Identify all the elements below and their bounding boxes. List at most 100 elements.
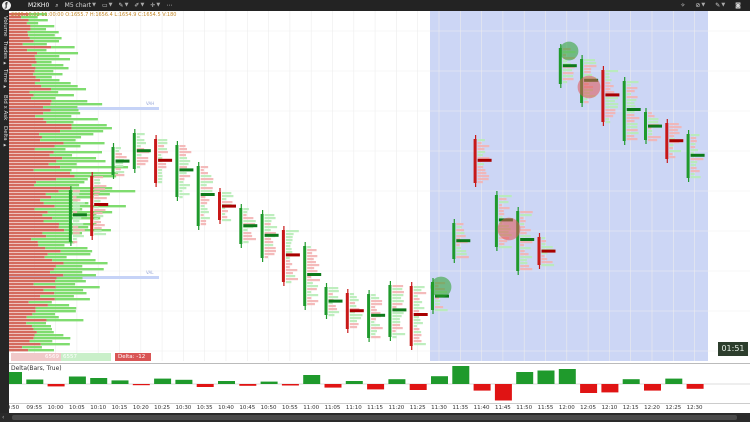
magic-wand-icon[interactable]: ✧ bbox=[680, 2, 686, 9]
footprint-cell bbox=[584, 98, 588, 101]
footprint-cell bbox=[456, 229, 465, 232]
time-tick-label: 10:10 bbox=[90, 405, 107, 411]
tab-time[interactable]: Time ▸ bbox=[2, 69, 8, 91]
footprint-cell bbox=[435, 303, 440, 306]
profile-ask-bar bbox=[51, 88, 87, 91]
disable-indicator-icon[interactable]: ⊘ ▼ bbox=[695, 2, 706, 9]
footprint-cell bbox=[179, 157, 188, 160]
profile-bid-bar bbox=[9, 280, 56, 283]
footprint-cell bbox=[200, 223, 207, 226]
delta-bar bbox=[111, 380, 129, 384]
profile-bid-bar bbox=[9, 313, 33, 316]
profile-ask-bar bbox=[33, 283, 76, 286]
price-chart[interactable]: VAH VAL 2020.10.02 11:00:00 O:1655.7 H:16… bbox=[9, 11, 750, 361]
footprint-cell bbox=[626, 120, 635, 123]
footprint-cell bbox=[669, 132, 680, 135]
val-line bbox=[9, 276, 159, 279]
poc-bar bbox=[605, 93, 620, 97]
footprint-cell bbox=[456, 247, 461, 250]
profile-bid-bar bbox=[9, 151, 54, 154]
footprint-cell bbox=[413, 319, 421, 322]
footprint-cell bbox=[307, 270, 318, 273]
profile-ask-bar bbox=[34, 70, 54, 73]
footprint-cell bbox=[648, 139, 658, 142]
left-panel-tabs: Volume ▸ Trades ▸ Time ▸ Bid x Ask ▸ Del… bbox=[0, 11, 9, 422]
horizontal-scrollbar[interactable]: ‹ bbox=[0, 413, 750, 422]
profile-ask-bar bbox=[40, 199, 78, 202]
footprint-cell bbox=[264, 244, 274, 247]
delta-indicator-panel[interactable]: Delta(Bars, True) bbox=[9, 363, 750, 403]
footprint-cell bbox=[498, 201, 509, 204]
footprint-cell bbox=[136, 157, 149, 160]
footprint-cell bbox=[413, 295, 418, 298]
profile-bid-bar bbox=[9, 214, 43, 217]
profile-bid-bar bbox=[9, 220, 44, 223]
footprint-cell bbox=[264, 217, 276, 220]
footprint-cell bbox=[94, 197, 107, 200]
profile-bid-bar bbox=[9, 238, 32, 241]
footprint-cell bbox=[392, 303, 403, 306]
footprint-cell bbox=[456, 256, 469, 259]
footprint-cell bbox=[200, 220, 207, 223]
poc-bar bbox=[371, 313, 386, 317]
brush-tool-icon[interactable]: ✎ ▼ bbox=[715, 2, 726, 9]
pencil-icon[interactable]: ✐ ▼ bbox=[134, 2, 145, 9]
profile-ask-bar bbox=[28, 349, 54, 352]
footprint-cell bbox=[72, 190, 80, 193]
profile-ask-bar bbox=[55, 265, 83, 268]
poc-bar bbox=[562, 64, 577, 68]
delta-bar bbox=[260, 381, 278, 384]
time-tick-label: 11:40 bbox=[473, 405, 490, 411]
time-tick-label: 10:35 bbox=[196, 405, 213, 411]
time-tick-label: 10:50 bbox=[260, 405, 277, 411]
footprint-cell bbox=[520, 229, 531, 232]
brush-icon[interactable]: ✎ ▼ bbox=[118, 2, 129, 9]
footprint-cell bbox=[328, 290, 339, 293]
footprint-cell bbox=[584, 62, 597, 65]
layout-icon[interactable]: ▭ ▼ bbox=[102, 2, 113, 9]
footprint-cell bbox=[392, 300, 404, 303]
footprint-cell bbox=[520, 235, 531, 238]
footprint-cell bbox=[541, 252, 548, 255]
profile-bid-bar bbox=[9, 73, 34, 76]
more-icon[interactable]: ⋯ bbox=[166, 2, 173, 9]
footprint-cell bbox=[307, 276, 312, 279]
profile-bid-bar bbox=[9, 130, 61, 133]
profile-ask-bar bbox=[50, 271, 83, 274]
time-axis[interactable]: 9:50 09:55 10:00 10:05 10:10 10:15 10:20 10:25 1… bbox=[7, 403, 750, 413]
scroll-left-arrow[interactable]: ‹ bbox=[2, 414, 5, 421]
crosshair-icon[interactable]: ✛ ▼ bbox=[150, 2, 161, 9]
profile-bid-bar bbox=[9, 121, 47, 124]
profile-bid-bar bbox=[9, 31, 28, 34]
footprint-cell bbox=[136, 166, 140, 169]
camera-icon[interactable]: ◙ bbox=[735, 2, 741, 9]
footprint-cell bbox=[94, 194, 99, 197]
symbol-selector[interactable]: M2KH0 bbox=[25, 0, 52, 11]
candle-body bbox=[622, 81, 626, 141]
footprint-cell bbox=[669, 135, 675, 138]
profile-bid-bar bbox=[9, 244, 39, 247]
profile-ask-bar bbox=[46, 235, 70, 238]
chart-canvas[interactable]: VAH VAL bbox=[9, 11, 750, 361]
profile-bid-bar bbox=[9, 22, 27, 25]
profile-ask-bar bbox=[45, 247, 88, 250]
tab-bid-x-ask[interactable]: Bid x Ask ▸ bbox=[2, 95, 8, 121]
footprint-cell bbox=[349, 314, 363, 317]
app-logo-icon[interactable]: ƒ bbox=[2, 1, 11, 10]
tab-delta[interactable]: Delta ▸ bbox=[2, 125, 8, 149]
footprint-cell bbox=[328, 296, 339, 299]
footprint-cell bbox=[328, 311, 340, 314]
profile-bid-bar bbox=[9, 181, 37, 184]
chart-mode-dropdown[interactable]: M5 chart ▼ bbox=[62, 0, 99, 11]
profile-bid-bar bbox=[9, 64, 32, 67]
footprint-cell bbox=[94, 191, 100, 194]
search-icon[interactable]: ⌕ bbox=[55, 2, 59, 9]
tab-volume[interactable]: Volume ▸ bbox=[2, 15, 8, 37]
scroll-thumb[interactable] bbox=[12, 415, 737, 420]
footprint-cell bbox=[626, 99, 637, 102]
footprint-cell bbox=[72, 205, 80, 208]
poc-bar bbox=[541, 249, 556, 253]
profile-ask-bar bbox=[55, 280, 86, 283]
footprint-cell bbox=[413, 289, 422, 292]
tab-trades[interactable]: Trades ▸ bbox=[2, 41, 8, 67]
